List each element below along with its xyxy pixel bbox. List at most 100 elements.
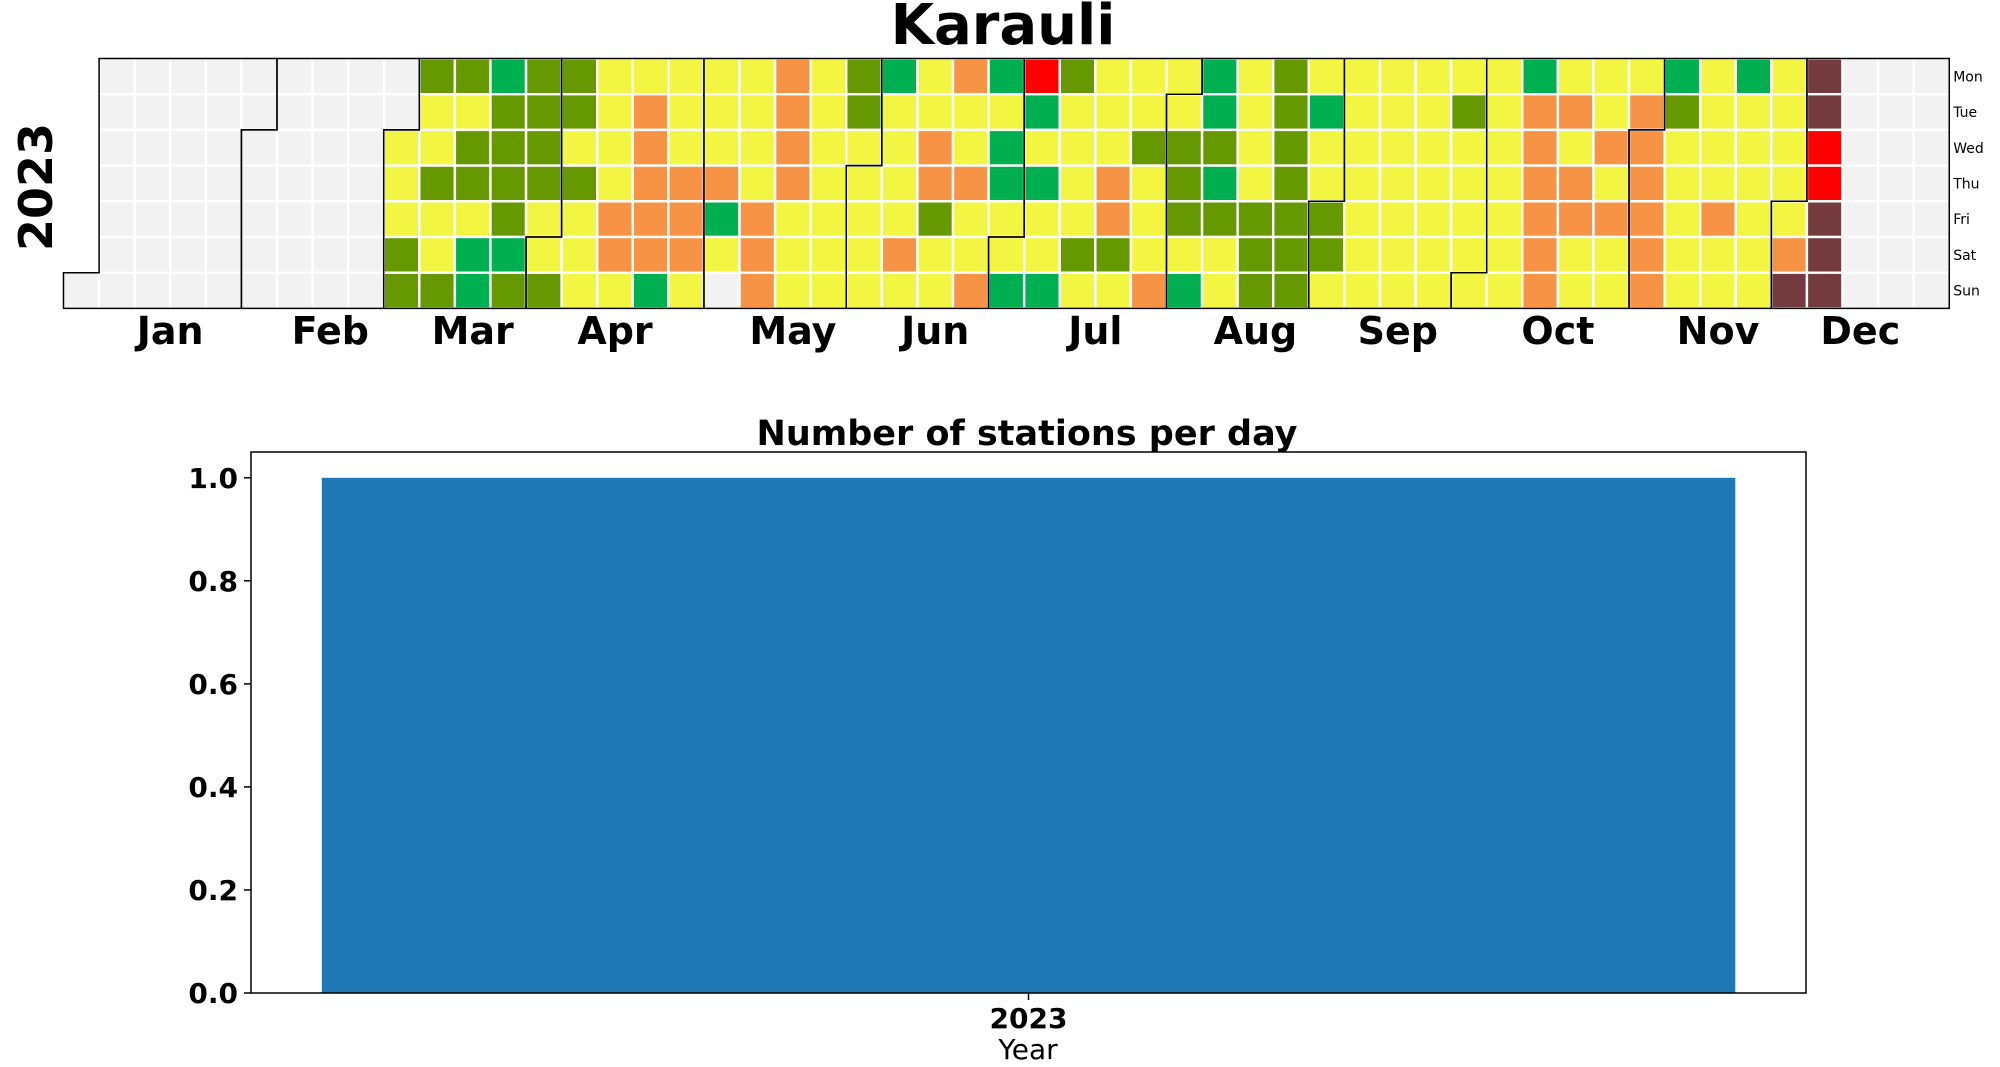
month-label: Dec — [1820, 309, 1900, 353]
heatmap-cell — [1805, 128, 1844, 167]
heatmap-cell — [809, 92, 848, 132]
heatmap-cell — [1876, 164, 1915, 203]
heatmap-cell — [275, 128, 314, 167]
heatmap-cell — [204, 164, 243, 203]
heatmap-cell — [133, 235, 172, 274]
heatmap-cell — [275, 57, 314, 96]
heatmap-cell — [1734, 271, 1773, 310]
heatmap-cell — [880, 128, 919, 167]
heatmap-cell — [667, 271, 706, 310]
heatmap-cell — [738, 128, 777, 167]
heatmap-cell — [1841, 164, 1880, 203]
heatmap-cell — [1058, 200, 1097, 239]
heatmap-cell — [97, 271, 136, 310]
heatmap-cell — [1663, 235, 1702, 274]
heatmap-cell — [702, 164, 741, 203]
heatmap-cell — [1698, 128, 1737, 167]
heatmap-cell — [738, 271, 777, 310]
heatmap-cell — [596, 92, 634, 132]
heatmap-cell — [346, 92, 385, 132]
heatmap-cell — [560, 57, 599, 96]
heatmap-cell — [418, 164, 457, 203]
weekday-label: Tue — [1952, 105, 1977, 121]
heatmap-cell — [1094, 200, 1133, 239]
heatmap-cell — [667, 92, 706, 132]
heatmap-cell — [1307, 235, 1346, 274]
heatmap-cell — [1414, 271, 1453, 310]
heatmap-cell — [133, 57, 172, 96]
heatmap-cell — [1485, 271, 1524, 310]
heatmap-cell — [1627, 235, 1666, 274]
y-tick-label: 1.0 — [188, 462, 238, 495]
heatmap-cell — [524, 128, 563, 167]
heatmap-cell — [880, 57, 919, 96]
heatmap-cell — [1236, 164, 1275, 203]
heatmap-cell — [1912, 164, 1951, 203]
heatmap-cell — [204, 200, 243, 239]
heatmap-cell — [916, 235, 955, 274]
heatmap-cell — [1414, 92, 1453, 132]
heatmap-cell — [1627, 271, 1666, 310]
heatmap-cell — [1449, 92, 1488, 132]
heatmap-cell — [382, 271, 421, 310]
heatmap-cell — [1022, 92, 1061, 132]
heatmap-cell — [951, 235, 990, 274]
heatmap-cell — [418, 200, 457, 239]
weekday-label: Sat — [1953, 248, 1976, 264]
weekday-label: Wed — [1953, 141, 1984, 157]
heatmap-cell — [702, 200, 741, 239]
heatmap-cell — [311, 128, 350, 167]
heatmap-cell — [1165, 200, 1204, 239]
heatmap-cell — [1912, 235, 1951, 274]
heatmap-cell — [1521, 57, 1560, 96]
heatmap-cell — [1236, 200, 1275, 239]
heatmap-cell — [1663, 271, 1702, 310]
heatmap-cell — [596, 235, 634, 274]
heatmap-cell — [346, 200, 385, 239]
heatmap-cell — [169, 128, 208, 167]
heatmap-cell — [1592, 235, 1631, 274]
heatmap-cell — [1165, 235, 1204, 274]
heatmap-cell — [1912, 271, 1951, 310]
heatmap-cell — [1165, 164, 1204, 203]
heatmap-cell — [311, 271, 350, 310]
heatmap-cell — [1022, 235, 1061, 274]
heatmap-cell — [1378, 271, 1417, 310]
heatmap-cell — [524, 164, 563, 203]
heatmap-cell — [1876, 200, 1915, 239]
heatmap-cell — [916, 128, 955, 167]
heatmap-cell — [951, 57, 990, 96]
heatmap-cell — [1343, 235, 1382, 274]
heatmap-cell — [204, 128, 243, 167]
heatmap-cell — [418, 128, 457, 167]
heatmap-cell — [1129, 57, 1168, 96]
heatmap-cell — [489, 128, 528, 167]
heatmap-cell — [275, 92, 314, 132]
heatmap-cell — [524, 200, 563, 239]
heatmap-cell — [916, 164, 955, 203]
month-label: Jan — [134, 309, 204, 353]
heatmap-cell — [1272, 92, 1310, 132]
heatmap-cell — [916, 271, 955, 310]
heatmap-cell — [560, 92, 599, 132]
heatmap-cell — [1770, 57, 1809, 96]
heatmap-cell — [1698, 271, 1737, 310]
heatmap-cell — [1770, 92, 1809, 132]
heatmap-cell — [1592, 128, 1631, 167]
heatmap-cell — [1698, 92, 1737, 132]
heatmap-cell — [845, 271, 884, 310]
heatmap-cell — [631, 92, 670, 132]
heatmap-cell — [1876, 57, 1915, 96]
heatmap-cell — [951, 92, 990, 132]
heatmap-cell — [1414, 128, 1453, 167]
heatmap-cell — [916, 200, 955, 239]
heatmap-cell — [702, 57, 741, 96]
heatmap-cell — [596, 200, 634, 239]
month-label: Aug — [1214, 309, 1298, 353]
heatmap-cell — [1129, 128, 1168, 167]
heatmap-cell — [204, 271, 243, 310]
heatmap-cell — [596, 128, 634, 167]
heatmap-cell — [1627, 57, 1666, 96]
heatmap-cell — [809, 271, 848, 310]
heatmap-cell — [987, 200, 1026, 239]
